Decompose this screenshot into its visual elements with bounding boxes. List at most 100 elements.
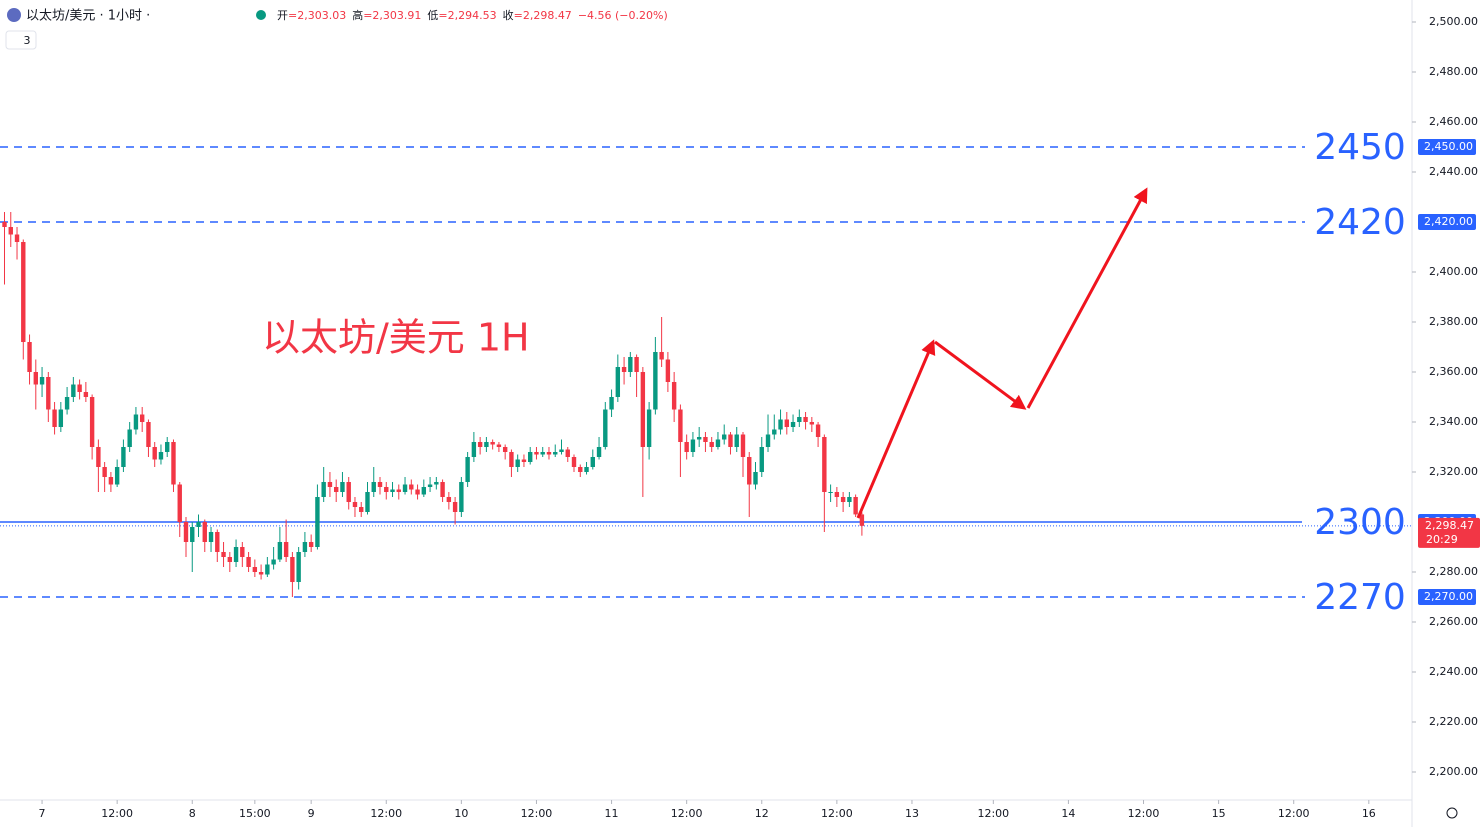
candle-body (21, 242, 26, 342)
legend-key: 收 (503, 8, 514, 22)
candle-body (183, 522, 189, 542)
y-tick-label: 2,220.00 (1429, 715, 1478, 728)
candle-body (565, 449, 570, 457)
x-tick-label: 11 (605, 807, 619, 820)
candle-body (252, 567, 258, 572)
legend-value: =2,303.91 (363, 9, 421, 22)
x-tick-label: 10 (454, 807, 468, 820)
settings-icon[interactable] (1446, 807, 1458, 819)
candle-body (152, 447, 157, 460)
candle-body (484, 442, 489, 447)
candle-body (540, 452, 545, 455)
y-tick-label: 2,260.00 (1429, 615, 1478, 628)
candle-body (690, 439, 696, 452)
candle-body (346, 482, 351, 502)
candle-body (271, 559, 276, 565)
candle-body (609, 397, 614, 410)
x-tick-label: 12:00 (101, 807, 133, 820)
candle-body (365, 492, 370, 512)
ohlc-legend: 开=2,303.03 高=2,303.91 低=2,294.53 收=2,298.47… (277, 8, 668, 22)
y-tick-label: 2,360.00 (1429, 365, 1478, 378)
x-tick-label: 12:00 (977, 807, 1009, 820)
candle-body (534, 452, 539, 455)
candle-body (621, 367, 627, 372)
candle-body (396, 489, 401, 492)
candle-body (490, 442, 495, 445)
indicator-badge[interactable] (5, 30, 37, 50)
candle-body (659, 352, 664, 360)
y-tick-label: 2,460.00 (1429, 115, 1478, 128)
x-tick-label: 9 (308, 807, 315, 820)
y-tick-label: 2,320.00 (1429, 465, 1478, 478)
candle-body (734, 434, 739, 447)
y-tick-label: 2,500.00 (1429, 15, 1478, 28)
level-badge-label: 2,420.00 (1424, 215, 1473, 228)
level-badge (1418, 139, 1476, 155)
x-tick-label: 12:00 (370, 807, 402, 820)
candle-body (427, 484, 433, 487)
candle-body (409, 484, 414, 490)
candle-body (352, 502, 358, 507)
candle-body (121, 447, 126, 467)
candle-body (847, 497, 852, 502)
candle-body (465, 457, 470, 482)
candle-body (114, 467, 120, 485)
candle-body (646, 409, 652, 447)
level-badge (1418, 589, 1476, 605)
badge-count: 3 (24, 34, 31, 47)
candle-body (133, 414, 139, 430)
x-tick-label: 14 (1061, 807, 1075, 820)
candle-body (108, 477, 114, 485)
candle-body (233, 547, 239, 562)
candle-body (64, 397, 70, 410)
candle-body (146, 422, 151, 447)
candle-body (590, 457, 595, 467)
candle-body (190, 527, 195, 542)
candle-body (302, 542, 308, 552)
candle-body (240, 547, 245, 557)
forecast-arrow (856, 339, 936, 519)
x-tick-label: 12:00 (821, 807, 853, 820)
candle-body (772, 429, 777, 435)
candle-body (258, 572, 264, 575)
candle-body (815, 424, 821, 437)
candle-body (759, 447, 764, 472)
status-dot (256, 10, 266, 20)
candle-body (502, 447, 508, 452)
candle-body (315, 497, 320, 547)
candle-body (377, 482, 383, 487)
candle-body (8, 227, 13, 235)
legend-value: =2,294.53 (438, 9, 496, 22)
candle-body (740, 434, 746, 457)
plot (0, 146, 1412, 598)
y-tick-label: 2,380.00 (1429, 315, 1478, 328)
candle-body (765, 434, 771, 447)
x-tick-label: 12:00 (1128, 807, 1160, 820)
candle-body (14, 234, 20, 242)
level-label: 2450 (1314, 127, 1406, 168)
candle-body (246, 557, 251, 567)
candle-body (859, 514, 865, 526)
candle-body (828, 492, 833, 493)
candle-body (221, 552, 226, 557)
y-tick-label: 2,340.00 (1429, 415, 1478, 428)
level-badge-label: 2,450.00 (1424, 140, 1473, 153)
candle-body (402, 484, 408, 492)
candle-body (321, 482, 326, 497)
candle-body (227, 557, 233, 562)
candle-body (165, 442, 170, 452)
candle-body (515, 459, 520, 467)
candle-body (459, 482, 464, 512)
x-tick-label: 15 (1212, 807, 1226, 820)
legend-key: 低 (427, 9, 438, 22)
candle-body (822, 437, 827, 492)
candle-body (371, 482, 376, 492)
x-tick-label: 16 (1362, 807, 1376, 820)
last-price-badge (1418, 517, 1480, 548)
annotation: 以太坊/美元 1H (262, 316, 530, 360)
symbol[interactable]: 以太坊/美元 · 1小时 · (26, 9, 150, 24)
candle-body (290, 557, 295, 582)
x-tick-label: 12 (755, 807, 769, 820)
candle-body (359, 507, 364, 512)
